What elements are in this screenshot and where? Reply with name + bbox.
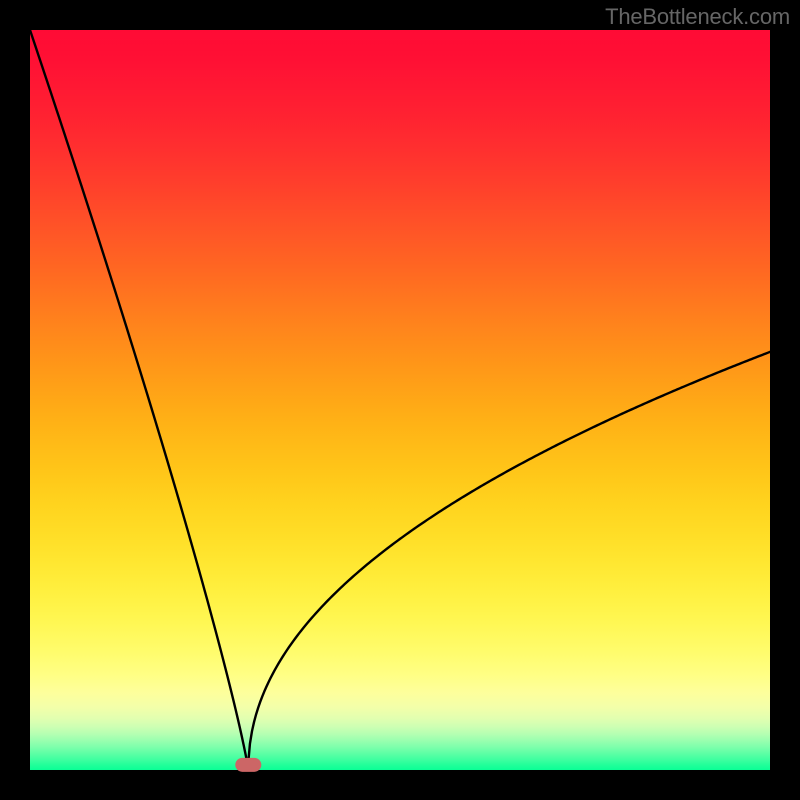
plot-area bbox=[30, 30, 770, 770]
watermark-label: TheBottleneck.com bbox=[605, 4, 790, 30]
chart-svg bbox=[0, 0, 800, 800]
chart-container: TheBottleneck.com bbox=[0, 0, 800, 800]
min-marker bbox=[235, 758, 261, 772]
